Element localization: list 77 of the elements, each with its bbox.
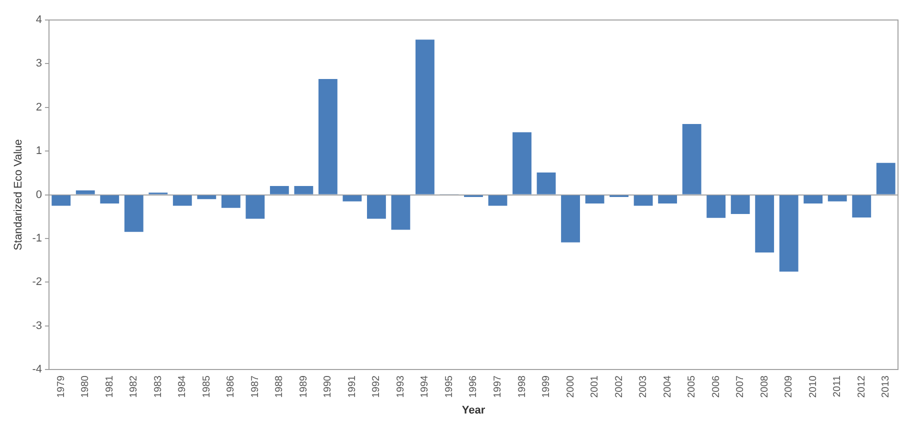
bar [270, 186, 289, 194]
x-tick-label: 2008 [759, 375, 770, 398]
y-axis-title: Standarized Eco Value [12, 139, 25, 250]
bar [197, 195, 216, 200]
bar [488, 195, 508, 206]
x-tick-label: 1993 [395, 375, 406, 398]
bar [294, 186, 314, 194]
x-tick-label: 1999 [541, 375, 552, 398]
bar [76, 190, 95, 194]
x-tick-label: 2002 [614, 375, 625, 398]
x-tick-label: 2012 [856, 375, 868, 398]
x-tick-label: 2004 [662, 375, 674, 398]
bar [52, 195, 71, 206]
y-tick-label: 0 [36, 188, 42, 201]
bar [828, 195, 847, 202]
bar [779, 195, 798, 272]
x-tick-label: 1991 [346, 375, 358, 398]
x-tick-label: 1983 [152, 375, 164, 398]
bar [658, 195, 678, 204]
bar [172, 195, 192, 206]
x-tick-label: 2000 [565, 375, 576, 398]
bar [755, 195, 774, 252]
x-tick-label: 2001 [590, 375, 601, 398]
bar [876, 162, 896, 194]
x-tick-label: 1989 [298, 375, 310, 398]
y-tick-label: 3 [36, 58, 42, 70]
x-tick-label: 1994 [420, 375, 431, 398]
x-tick-label: 1992 [371, 375, 382, 398]
y-tick-label: -4 [32, 364, 42, 376]
y-tick-label: 1 [36, 145, 42, 158]
x-tick-label: 1985 [201, 375, 212, 398]
x-tick-label: 1986 [226, 375, 237, 398]
x-tick-label: 2006 [710, 375, 722, 398]
bar [561, 195, 580, 242]
x-axis-title: Year [462, 404, 486, 416]
bar [512, 132, 532, 194]
x-tick-label: 2009 [784, 375, 795, 398]
x-tick-label: 1995 [444, 375, 455, 398]
bar [706, 195, 726, 218]
bar [804, 195, 823, 204]
x-tick-label: 2011 [832, 375, 844, 398]
x-tick-label: 1979 [56, 375, 67, 398]
x-tick-label: 1988 [274, 375, 286, 398]
bar [682, 124, 702, 194]
x-tick-label: 1997 [492, 375, 504, 398]
x-tick-label: 1981 [104, 375, 116, 398]
bar [585, 195, 604, 204]
x-tick-label: 1982 [128, 375, 140, 398]
bar [246, 195, 265, 219]
bar [342, 195, 362, 202]
x-tick-label: 1984 [177, 375, 188, 398]
x-tick-label: 2005 [686, 375, 698, 398]
bar [221, 195, 240, 208]
bar [634, 195, 653, 206]
bar [730, 195, 750, 214]
x-tick-label: 2007 [735, 375, 746, 398]
x-tick-label: 1980 [80, 375, 92, 398]
x-tick-label: 2003 [638, 375, 650, 398]
bar [367, 195, 386, 219]
x-tick-label: 1990 [322, 375, 334, 398]
bar [100, 195, 120, 204]
bar [852, 195, 872, 218]
y-tick-label: -2 [32, 276, 42, 288]
x-tick-label: 2013 [880, 375, 892, 398]
x-tick-label: 1998 [516, 375, 528, 398]
bar [391, 195, 410, 230]
y-tick-label: -3 [32, 320, 42, 332]
bar [318, 78, 338, 194]
y-tick-label: -1 [32, 232, 42, 244]
x-tick-label: 1996 [468, 375, 480, 398]
bar [416, 40, 434, 194]
bar [124, 195, 144, 232]
y-tick-label: 2 [36, 101, 42, 114]
bar [536, 172, 556, 194]
x-tick-label: 1987 [250, 375, 261, 398]
x-tick-label: 2010 [808, 375, 819, 398]
y-tick-label: 4 [36, 14, 42, 26]
